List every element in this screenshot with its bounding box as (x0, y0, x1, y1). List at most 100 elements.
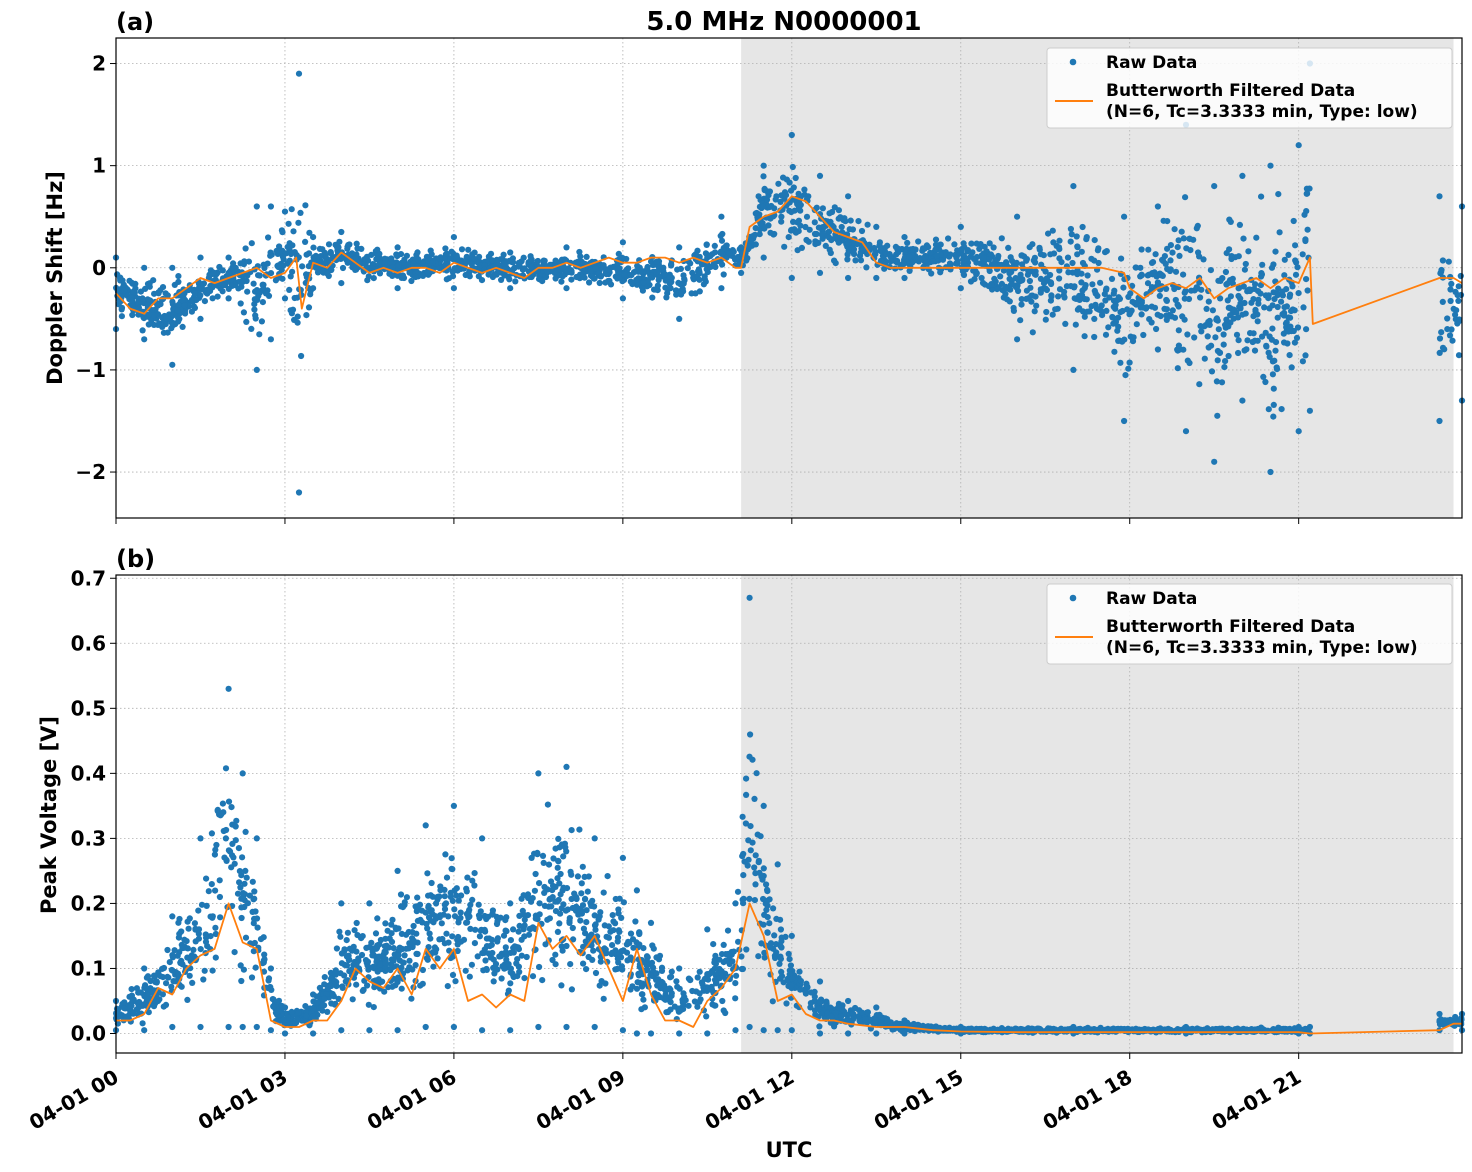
raw-data-point (453, 892, 460, 899)
raw-data-point (450, 285, 457, 292)
raw-data-point (951, 241, 958, 248)
y-tick-label: 0.5 (71, 696, 106, 720)
raw-data-point (405, 945, 412, 952)
raw-data-point (1037, 289, 1044, 296)
raw-data-point (242, 828, 249, 836)
raw-data-point (718, 951, 726, 958)
raw-data-point (144, 280, 152, 288)
raw-data-point (1079, 223, 1086, 231)
raw-data-point (1070, 1023, 1077, 1031)
raw-data-point (479, 835, 486, 842)
raw-data-point (397, 891, 405, 898)
raw-data-point (887, 258, 894, 265)
raw-data-point (1129, 298, 1136, 305)
raw-data-point (581, 896, 589, 903)
raw-data-point (753, 770, 760, 777)
raw-data-point (563, 244, 570, 251)
raw-data-point (649, 294, 656, 301)
raw-data-point (579, 902, 587, 909)
raw-data-point (507, 980, 514, 987)
raw-data-point (390, 945, 397, 952)
raw-data-point (200, 976, 207, 983)
raw-data-point (1265, 295, 1272, 302)
raw-data-point (1299, 251, 1306, 258)
raw-data-point (203, 286, 210, 293)
raw-data-point (1267, 468, 1274, 476)
raw-data-point (368, 251, 375, 258)
raw-data-point (496, 953, 503, 960)
raw-data-point (760, 173, 767, 180)
raw-data-point (1269, 325, 1276, 332)
raw-data-point (583, 253, 590, 260)
raw-data-point (505, 961, 512, 968)
raw-data-point (788, 131, 795, 139)
raw-data-point (1208, 368, 1216, 375)
raw-data-point (1455, 283, 1462, 290)
raw-data-point (775, 180, 782, 187)
raw-data-point (154, 321, 162, 328)
raw-data-point (1115, 337, 1122, 344)
raw-data-point (1213, 378, 1220, 385)
raw-data-point (302, 202, 309, 209)
raw-data-point (394, 244, 401, 251)
raw-data-point (239, 770, 246, 777)
raw-data-point (1261, 304, 1268, 311)
raw-data-point (747, 847, 754, 854)
raw-data-point (777, 198, 784, 205)
raw-data-point (476, 253, 483, 260)
raw-data-point (338, 950, 345, 957)
raw-data-point (475, 901, 482, 908)
raw-data-point (1178, 228, 1185, 235)
raw-data-point (376, 270, 384, 277)
raw-data-point (756, 231, 763, 238)
raw-data-point (197, 1023, 204, 1031)
doppler-shift-panel: (a) Doppler Shift [Hz] 210−1−2 Raw Data … (43, 8, 1466, 524)
raw-data-point (1167, 257, 1174, 264)
raw-data-point (1079, 287, 1086, 294)
raw-data-point (769, 998, 776, 1005)
raw-data-point (201, 967, 208, 974)
raw-data-point (319, 246, 326, 253)
raw-data-point (275, 262, 282, 269)
raw-data-point (591, 835, 598, 842)
raw-data-point (381, 948, 388, 955)
raw-data-point (1013, 259, 1020, 266)
raw-data-point (1049, 227, 1056, 234)
raw-data-point (1120, 284, 1127, 291)
raw-data-point (618, 914, 625, 922)
raw-data-point (1274, 314, 1281, 321)
raw-data-point (182, 310, 189, 317)
raw-data-point (711, 1002, 718, 1009)
raw-data-point (284, 243, 291, 251)
panel-a-label: (a) (116, 8, 154, 36)
raw-data-point (1169, 307, 1176, 314)
raw-data-point (259, 281, 266, 288)
raw-data-point (1065, 269, 1072, 276)
raw-data-point (663, 1009, 670, 1016)
raw-data-point (584, 888, 591, 895)
raw-data-point (555, 858, 562, 865)
raw-data-point (743, 775, 750, 782)
raw-data-point (225, 1023, 232, 1031)
raw-data-point (696, 968, 703, 975)
raw-data-point (1074, 306, 1081, 313)
raw-data-point (225, 685, 232, 692)
raw-data-point (1281, 256, 1288, 263)
raw-data-point (442, 245, 449, 252)
legend-filtered-label-1: Butterworth Filtered Data (1106, 617, 1355, 637)
raw-data-point (942, 249, 949, 256)
raw-data-point (1436, 335, 1444, 342)
raw-data-point (717, 969, 725, 976)
raw-data-point (135, 1004, 142, 1011)
raw-data-point (1115, 294, 1122, 301)
raw-data-point (238, 977, 245, 985)
raw-data-point (1439, 1018, 1446, 1025)
raw-data-point (1444, 326, 1451, 333)
raw-data-point (929, 258, 937, 265)
raw-data-point (425, 892, 432, 899)
raw-data-point (1081, 313, 1088, 320)
raw-data-point (801, 186, 808, 193)
raw-data-point (175, 273, 182, 280)
raw-data-point (1285, 328, 1292, 335)
raw-data-point (751, 864, 758, 871)
